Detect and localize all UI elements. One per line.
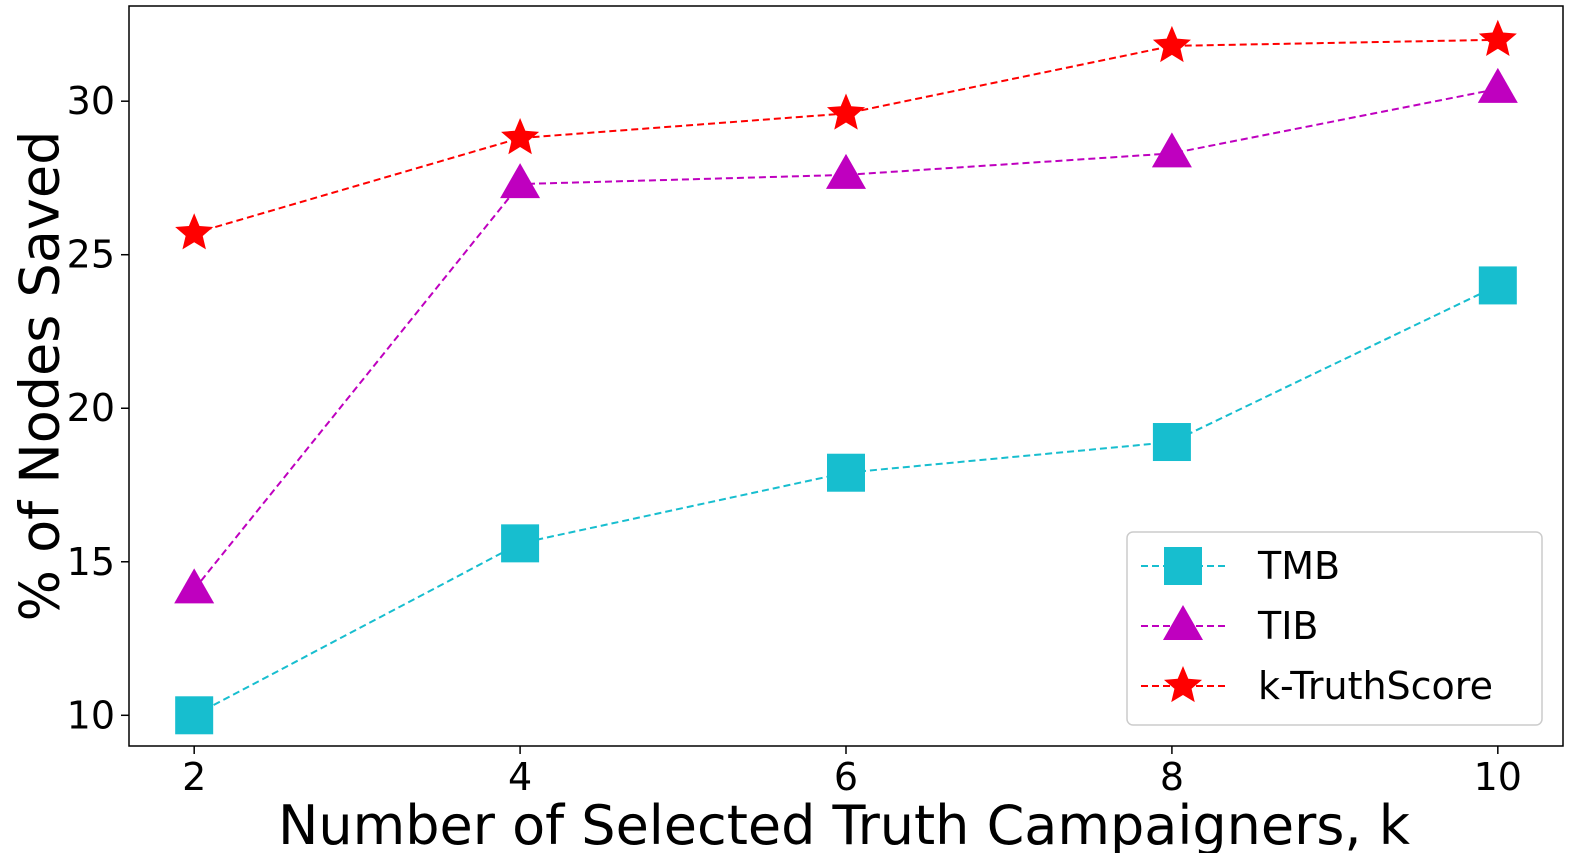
y-tick-label: 20: [67, 386, 115, 430]
series-line-tib: [193, 87, 1499, 591]
legend-label: k-TruthScore: [1258, 664, 1493, 708]
x-tick-label: 10: [1474, 755, 1522, 799]
x-tick-label: 8: [1160, 755, 1184, 799]
data-point-tmb: [827, 453, 865, 492]
legend-box: [1126, 531, 1543, 726]
legend-item-tib: TIB: [1141, 604, 1319, 648]
y-tick-label: 25: [67, 233, 115, 277]
data-point-k-truthscore: [1478, 19, 1517, 56]
x-axis-label: Number of Selected Truth Campaigners, k: [278, 794, 1411, 853]
data-point-tmb: [175, 696, 214, 735]
series-k-truthscore: [175, 19, 1517, 250]
legend-item-k-truthscore: k-TruthScore: [1141, 664, 1493, 708]
legend-label: TIB: [1257, 604, 1319, 648]
x-tick-label: 2: [182, 755, 206, 799]
series-tib: [174, 67, 1518, 604]
data-point-k-truthscore: [1152, 25, 1191, 63]
y-tick-label: 15: [67, 540, 115, 584]
data-point-tib: [174, 568, 215, 604]
data-point-tib: [500, 163, 541, 199]
legend-marker: [1164, 547, 1202, 585]
data-point-k-truthscore: [826, 93, 866, 130]
data-point-k-truthscore: [175, 213, 214, 250]
legend-marker: [1163, 666, 1203, 703]
x-axis-ticks: 2 4 6 8 10: [182, 746, 1522, 799]
y-axis-ticks: 10 15 20 25 30: [67, 79, 129, 737]
data-point-tmb: [1478, 266, 1517, 305]
y-axis-label: % of Nodes Saved: [9, 131, 72, 622]
data-point-tmb: [501, 524, 540, 563]
x-tick-label: 4: [508, 755, 532, 799]
data-point-tib: [1151, 132, 1192, 168]
series-layer: [174, 19, 1518, 735]
data-point-k-truthscore: [501, 118, 540, 155]
y-tick-label: 30: [67, 79, 115, 123]
legend: TMB TIB k-TruthScore: [1126, 531, 1543, 726]
series-tmb: [175, 266, 1517, 735]
data-point-tib: [826, 153, 866, 189]
legend-label: TMB: [1257, 544, 1340, 588]
legend-marker: [1163, 605, 1203, 640]
y-tick-label: 10: [67, 693, 115, 737]
data-point-tib: [1477, 67, 1518, 103]
data-point-tmb: [1152, 423, 1191, 462]
legend-item-tmb: TMB: [1141, 544, 1340, 588]
series-line-tmb: [193, 284, 1499, 717]
x-tick-label: 6: [834, 755, 858, 799]
